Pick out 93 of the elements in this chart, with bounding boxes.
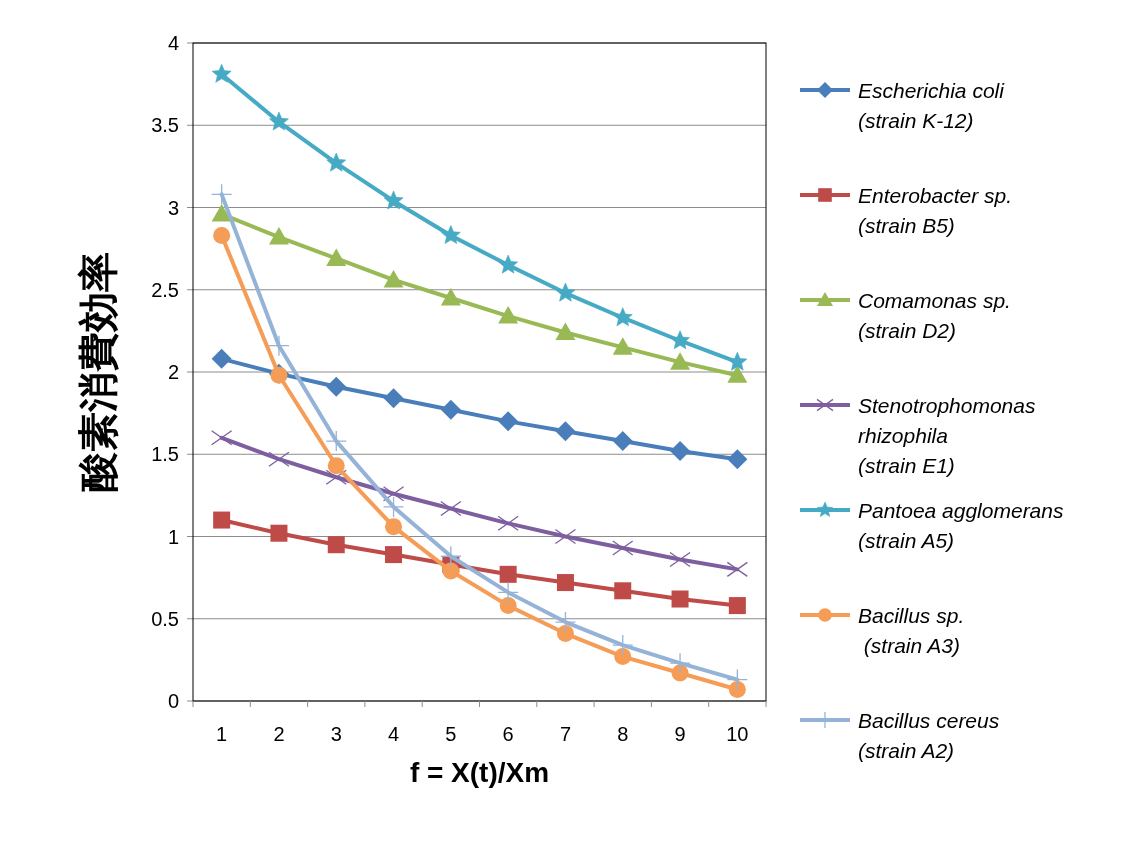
point — [327, 536, 345, 554]
point — [442, 562, 460, 580]
x-axis-title: f = X(t)/Xm — [409, 757, 550, 788]
x-tick-label: 3 — [330, 723, 342, 745]
y-tick-label: 2.5 — [151, 278, 179, 301]
point — [440, 399, 461, 420]
point — [440, 287, 461, 306]
point — [385, 518, 403, 536]
legend-label: Stenotrophomonas rhizophila (strain E1) — [858, 394, 1036, 477]
point — [440, 545, 462, 567]
point — [614, 582, 632, 600]
point — [268, 451, 290, 467]
point — [269, 111, 289, 131]
point — [554, 611, 577, 633]
point — [614, 648, 632, 666]
point — [211, 204, 232, 222]
point — [383, 388, 404, 409]
point — [556, 574, 574, 592]
y-tick-label: 2 — [167, 361, 179, 383]
x-tick-label: 1 — [216, 723, 228, 745]
point — [213, 226, 231, 244]
point — [327, 457, 345, 475]
point — [670, 330, 690, 350]
point — [555, 421, 576, 442]
point — [326, 248, 347, 266]
y-tick-label: 3.5 — [151, 114, 179, 137]
x-tick-label: 8 — [617, 723, 629, 745]
point — [499, 565, 517, 583]
point — [325, 430, 347, 452]
point — [728, 680, 746, 698]
point — [497, 581, 519, 604]
y-axis-title: 酸素消費効率 — [76, 252, 120, 492]
point — [326, 376, 347, 397]
point — [670, 352, 691, 370]
point — [268, 227, 289, 245]
x-tick-label: 2 — [273, 723, 285, 745]
point — [211, 63, 232, 83]
y-tick-label: 0 — [167, 690, 179, 712]
point — [211, 430, 233, 446]
legend-label: Comamonas sp. (strain D2) — [858, 289, 1011, 342]
point — [213, 511, 231, 529]
x-tick-label: 6 — [502, 723, 514, 745]
point — [612, 307, 633, 327]
legend-label: Bacillus sp. (strain A3) — [858, 604, 965, 657]
point — [727, 449, 748, 470]
point — [383, 269, 404, 288]
point — [268, 335, 290, 357]
point — [726, 668, 748, 691]
x-tick-label: 5 — [445, 723, 457, 745]
legend-label: Pantoea agglomerans (strain A5) — [858, 499, 1064, 552]
point — [325, 469, 347, 485]
legend-label: Bacillus cereus (strain A2) — [858, 709, 1000, 762]
point — [499, 597, 517, 615]
point — [669, 652, 691, 674]
y-tick-label: 3 — [167, 196, 179, 219]
point — [385, 546, 403, 564]
point — [383, 190, 404, 210]
point — [554, 528, 577, 545]
point — [498, 254, 518, 274]
point — [727, 365, 748, 383]
point — [441, 225, 461, 244]
point — [727, 351, 748, 371]
point — [556, 625, 574, 643]
point — [612, 540, 634, 556]
point — [612, 337, 633, 355]
point — [612, 431, 633, 452]
point — [498, 306, 519, 324]
y-tick-label: 1.5 — [151, 443, 179, 466]
point — [440, 500, 462, 517]
point — [728, 597, 746, 615]
point — [726, 561, 748, 578]
point — [555, 282, 576, 302]
point — [497, 515, 519, 531]
point — [326, 152, 347, 172]
point — [382, 496, 405, 518]
legend-label: Enterobacter sp. (strain B5) — [858, 184, 1013, 237]
x-tick-label: 4 — [387, 723, 400, 745]
x-tick-label: 7 — [559, 723, 572, 745]
point — [555, 322, 576, 341]
point — [211, 183, 233, 205]
x-tick-label: 10 — [726, 723, 749, 745]
y-tick-label: 0.5 — [151, 607, 179, 630]
y-tick-label: 4 — [167, 32, 179, 54]
point — [671, 590, 689, 608]
legend-label: Escherichia coli (strain K-12) — [858, 79, 1006, 132]
point — [270, 524, 288, 542]
point — [211, 348, 232, 369]
point — [498, 411, 519, 432]
x-tick-label: 9 — [674, 723, 686, 745]
point — [670, 440, 691, 461]
point — [669, 551, 691, 568]
point — [612, 634, 634, 656]
y-tick-label: 1 — [167, 525, 179, 548]
